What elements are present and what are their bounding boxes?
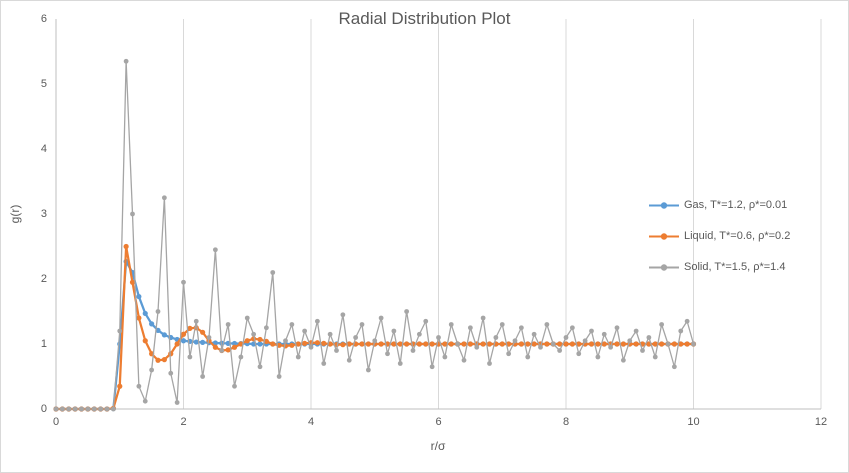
legend: Gas, T*=1.2, ρ*=0.01 Liquid, T*=0.6, ρ*=…	[649, 199, 790, 273]
legend-item-liquid[interactable]: Liquid, T*=0.6, ρ*=0.2	[649, 230, 790, 242]
legend-item-solid[interactable]: Solid, T*=1.5, ρ*=1.4	[649, 261, 790, 273]
x-axis-title: r/σ	[430, 439, 446, 453]
y-tick-label: 5	[40, 78, 47, 90]
y-tick-label: 6	[40, 13, 47, 25]
x-tick-label: 0	[52, 416, 60, 428]
legend-label-solid: Solid, T*=1.5, ρ*=1.4	[684, 261, 786, 273]
x-tick-label: 12	[814, 416, 828, 428]
liquid-series-marker-icon	[649, 232, 679, 240]
x-tick-label: 4	[307, 416, 315, 428]
chart-title: Radial Distribution Plot	[338, 9, 511, 28]
x-tick-label: 8	[562, 416, 570, 428]
x-tick-label: 6	[435, 416, 442, 428]
gas-series-marker-icon	[649, 201, 679, 209]
solid-series-marker-icon	[649, 263, 679, 271]
y-tick-label: 3	[40, 208, 47, 220]
y-tick-label: 0	[40, 403, 47, 415]
y-tick-label: 4	[40, 143, 47, 155]
x-tick-label: 2	[180, 416, 187, 428]
y-axis-title: g(r)	[8, 204, 22, 224]
x-tick-label: 10	[687, 416, 700, 428]
legend-label-liquid: Liquid, T*=0.6, ρ*=0.2	[684, 230, 791, 242]
legend-label-gas: Gas, T*=1.2, ρ*=0.01	[684, 199, 788, 211]
legend-item-gas[interactable]: Gas, T*=1.2, ρ*=0.01	[649, 199, 790, 211]
y-tick-label: 1	[40, 338, 47, 350]
y-tick-label: 2	[40, 273, 47, 285]
